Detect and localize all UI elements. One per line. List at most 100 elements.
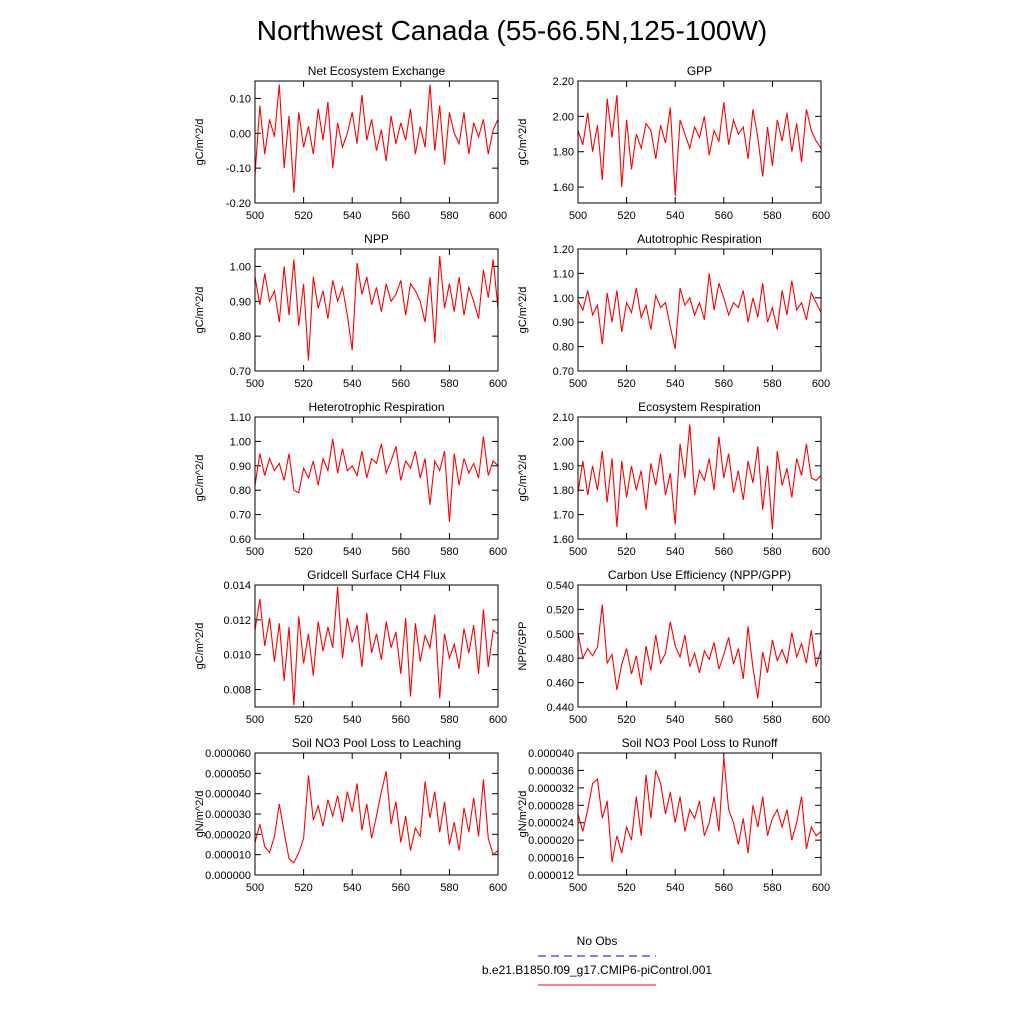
x-tick-label: 540 xyxy=(666,378,684,390)
x-tick-label: 560 xyxy=(715,546,733,558)
y-axis-label: gC/m^2/d xyxy=(194,623,206,670)
y-axis-label: gC/m^2/d xyxy=(517,287,529,334)
x-tick-label: 600 xyxy=(812,546,830,558)
y-tick-label: 0.000040 xyxy=(528,748,574,760)
figure-title: Northwest Canada (55-66.5N,125-100W) xyxy=(257,15,767,46)
y-tick-label: 1.70 xyxy=(553,510,574,522)
data-line xyxy=(577,604,822,699)
y-tick-label: 1.00 xyxy=(230,261,251,273)
y-tick-label: 1.00 xyxy=(230,436,251,448)
y-tick-label: 0.000016 xyxy=(528,853,574,865)
plot-frame xyxy=(254,248,499,372)
x-tick-label: 500 xyxy=(246,546,264,558)
panel-title: Net Ecosystem Exchange xyxy=(308,64,446,78)
y-tick-label: 0.480 xyxy=(546,653,574,665)
y-tick-label: 0.012 xyxy=(223,615,251,627)
y-tick-label: 1.10 xyxy=(230,412,251,424)
y-tick-label: 0.008 xyxy=(223,685,251,697)
x-tick-label: 580 xyxy=(440,714,458,726)
y-tick-label: 1.00 xyxy=(553,293,574,305)
x-tick-label: 540 xyxy=(666,210,684,222)
y-tick-label: 0.000020 xyxy=(528,835,574,847)
y-tick-label: 0.90 xyxy=(553,317,574,329)
data-line xyxy=(254,255,499,361)
x-tick-label: 540 xyxy=(343,378,361,390)
panel: Carbon Use Efficiency (NPP/GPP) NPP/GPP 50… xyxy=(517,568,830,726)
y-tick-label: 1.90 xyxy=(553,461,574,473)
y-tick-label: 2.20 xyxy=(553,76,574,88)
y-tick-label: 2.00 xyxy=(553,436,574,448)
x-tick-label: 580 xyxy=(763,210,781,222)
x-tick-label: 520 xyxy=(617,546,635,558)
y-tick-label: 0.000000 xyxy=(205,870,251,882)
y-tick-label: 0.460 xyxy=(546,678,574,690)
plot-frame xyxy=(577,752,822,876)
x-tick-label: 500 xyxy=(569,882,587,894)
y-tick-label: 1.80 xyxy=(553,147,574,159)
panel-title: Ecosystem Respiration xyxy=(638,400,761,414)
y-tick-label: 0.000020 xyxy=(205,829,251,841)
x-tick-label: 580 xyxy=(763,714,781,726)
y-axis-label: gN/m^2/d xyxy=(194,791,206,838)
panel: Gridcell Surface CH4 Flux gC/m^2/d 500 520 5… xyxy=(194,568,507,726)
x-tick-label: 600 xyxy=(812,714,830,726)
x-tick-label: 600 xyxy=(489,546,507,558)
data-line xyxy=(254,771,499,864)
y-tick-label: 0.000010 xyxy=(205,850,251,862)
y-tick-label: 0.540 xyxy=(546,580,574,592)
y-tick-label: 0.500 xyxy=(546,629,574,641)
plot-frame xyxy=(254,752,499,876)
x-tick-label: 500 xyxy=(569,378,587,390)
panel-title: Gridcell Surface CH4 Flux xyxy=(307,568,446,582)
x-tick-label: 560 xyxy=(392,378,410,390)
x-tick-label: 540 xyxy=(343,210,361,222)
panel-title: Soil NO3 Pool Loss to Leaching xyxy=(292,736,461,750)
x-tick-label: 520 xyxy=(617,378,635,390)
y-tick-label: 0.60 xyxy=(230,534,251,546)
x-tick-label: 520 xyxy=(617,882,635,894)
x-tick-label: 560 xyxy=(392,546,410,558)
y-tick-label: 0.000036 xyxy=(528,765,574,777)
x-tick-label: 520 xyxy=(294,546,312,558)
x-tick-label: 560 xyxy=(715,882,733,894)
y-tick-label: 1.80 xyxy=(553,485,574,497)
x-tick-label: 500 xyxy=(569,546,587,558)
y-axis-label: gC/m^2/d xyxy=(517,455,529,502)
y-tick-label: 0.014 xyxy=(223,580,251,592)
y-tick-label: 1.60 xyxy=(553,182,574,194)
x-tick-label: 600 xyxy=(489,210,507,222)
panel: Autotrophic Respiration gC/m^2/d 500 520 540… xyxy=(517,232,830,390)
y-tick-label: 0.80 xyxy=(230,331,251,343)
panel-title: NPP xyxy=(364,232,389,246)
y-tick-label: 0.000028 xyxy=(528,800,574,812)
plot-frame xyxy=(254,80,499,204)
x-tick-label: 520 xyxy=(294,378,312,390)
x-tick-label: 580 xyxy=(763,378,781,390)
x-tick-label: 560 xyxy=(715,378,733,390)
panel: Ecosystem Respiration gC/m^2/d 500 520 540 56… xyxy=(517,400,830,558)
data-line xyxy=(577,757,822,863)
x-tick-label: 600 xyxy=(812,378,830,390)
y-tick-label: 0.000024 xyxy=(528,818,574,830)
panel: Net Ecosystem Exchange gC/m^2/d 500 520 540 5… xyxy=(194,64,507,222)
y-tick-label: 0.000030 xyxy=(205,809,251,821)
x-tick-label: 540 xyxy=(343,714,361,726)
plot-frame xyxy=(577,248,822,372)
x-tick-label: 580 xyxy=(440,210,458,222)
y-axis-label: gC/m^2/d xyxy=(194,287,206,334)
x-tick-label: 600 xyxy=(812,210,830,222)
plot-frame xyxy=(254,416,499,540)
y-tick-label: 0.10 xyxy=(230,93,251,105)
y-tick-label: 1.60 xyxy=(553,534,574,546)
panel-title: GPP xyxy=(687,64,712,78)
x-tick-label: 600 xyxy=(489,714,507,726)
x-tick-label: 580 xyxy=(440,882,458,894)
panel-title: Soil NO3 Pool Loss to Runoff xyxy=(622,736,779,750)
panel-title: Autotrophic Respiration xyxy=(637,232,762,246)
y-tick-label: 0.90 xyxy=(230,296,251,308)
panel: Heterotrophic Respiration gC/m^2/d 500 520 5… xyxy=(194,400,507,558)
y-tick-label: 0.010 xyxy=(223,650,251,662)
x-tick-label: 560 xyxy=(392,210,410,222)
y-tick-label: 2.00 xyxy=(553,111,574,123)
